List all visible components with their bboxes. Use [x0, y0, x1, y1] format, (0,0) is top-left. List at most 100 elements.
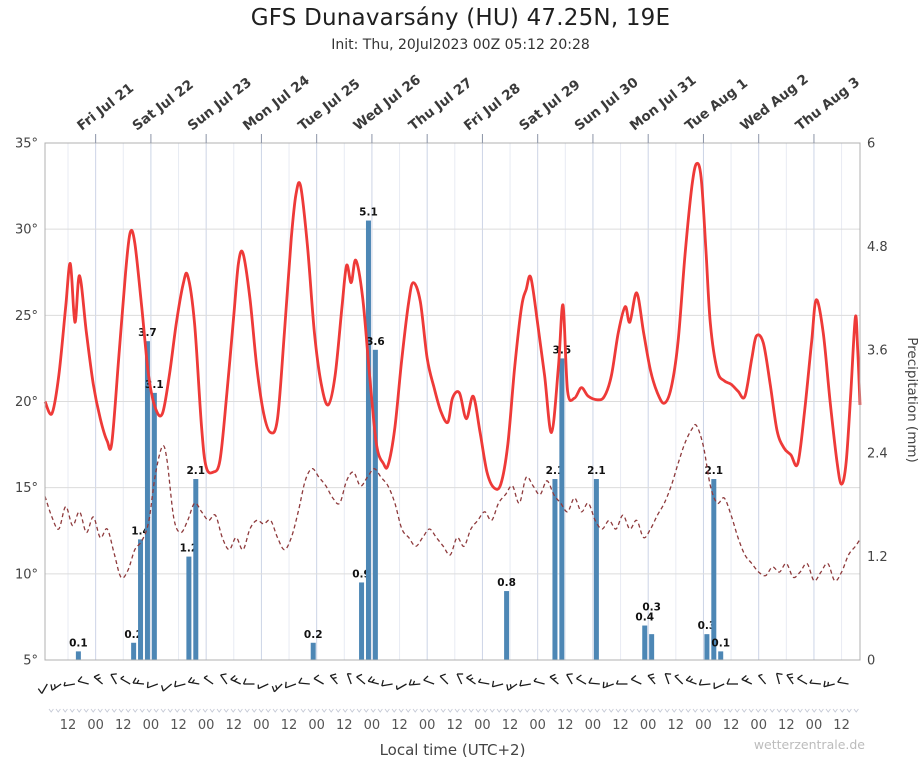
wind-barb-line — [576, 674, 582, 680]
wind-barb — [491, 680, 504, 688]
wind-barb-line — [63, 681, 66, 687]
minor-glyph — [419, 708, 425, 713]
wind-barb-line — [506, 684, 509, 691]
minor-glyph — [566, 708, 572, 713]
wind-barb-line — [381, 679, 384, 687]
precip-bar — [151, 392, 157, 660]
wind-barb-line — [519, 683, 531, 687]
wind-barb-line — [271, 685, 276, 693]
minor-glyph — [755, 708, 761, 713]
wind-barb-line — [120, 677, 131, 685]
wind-barb — [758, 673, 767, 685]
minor-glyph — [503, 708, 509, 713]
minor-glyph — [769, 708, 775, 713]
precip-bar — [552, 479, 558, 660]
temp-tick-label: 25° — [15, 309, 38, 324]
minor-glyph — [804, 708, 810, 713]
wind-barb — [439, 673, 449, 685]
wind-barb-line — [356, 676, 366, 685]
wind-barb — [313, 674, 324, 685]
minor-glyph — [720, 708, 726, 713]
x-tick-label: 00 — [529, 718, 546, 733]
wind-barb — [549, 673, 559, 685]
wind-barb-line — [726, 678, 731, 685]
minor-glyph — [111, 708, 117, 713]
minor-glyph — [216, 708, 222, 713]
wind-barb — [615, 680, 628, 685]
wind-barb — [381, 679, 393, 687]
wind-barb-line — [162, 683, 173, 692]
wind-barb — [395, 683, 407, 691]
wind-barb-line — [132, 682, 145, 685]
minor-glyph — [601, 708, 607, 713]
wind-barb-line — [77, 680, 89, 685]
x-tick-label: 12 — [668, 718, 685, 733]
wind-barb-line — [330, 673, 337, 677]
watermark: wetterzentrale.de — [753, 737, 865, 752]
minor-glyph — [517, 708, 523, 713]
minor-glyph — [209, 708, 215, 713]
wind-barb — [466, 674, 476, 685]
wind-barb-line — [776, 672, 783, 676]
wind-barb — [506, 683, 518, 691]
precip-bar-label: 3.7 — [138, 327, 157, 339]
wind-barb-line — [758, 675, 767, 685]
wind-barb-line — [160, 685, 164, 692]
minor-glyph — [363, 708, 369, 713]
wind-barb-line — [797, 674, 803, 680]
wind-barb-line — [203, 677, 214, 685]
wind-barb — [329, 673, 338, 685]
minor-glyph — [748, 708, 754, 713]
wind-barb — [174, 680, 186, 688]
wind-barb-line — [284, 681, 287, 688]
precip-bar — [75, 651, 81, 660]
x-tick-label: 00 — [695, 718, 712, 733]
minor-glyph — [398, 708, 404, 713]
wind-barb-line — [549, 676, 559, 685]
minor-glyph — [489, 708, 495, 713]
minor-glyph — [839, 708, 845, 713]
minor-glyph — [48, 708, 54, 713]
minor-glyph — [90, 708, 96, 713]
precip-bar-label: 2.1 — [705, 465, 724, 477]
wind-barb-line — [509, 684, 512, 689]
wind-barb — [456, 673, 464, 685]
minor-glyph — [55, 708, 61, 713]
minor-glyph — [706, 708, 712, 713]
wind-barb — [37, 683, 48, 694]
wind-barb — [230, 675, 241, 685]
wind-barb — [630, 675, 642, 685]
wind-barb — [837, 676, 849, 685]
minor-glyph — [468, 708, 474, 713]
x-tick-label: 00 — [253, 718, 270, 733]
minor-glyph — [776, 708, 782, 713]
precip-bar-label: 0.1 — [711, 637, 730, 649]
minor-glyph — [825, 708, 831, 713]
precip-bar — [131, 642, 137, 660]
minor-glyph — [132, 708, 138, 713]
x-tick-label: 12 — [226, 718, 243, 733]
minor-glyph — [125, 708, 131, 713]
wind-barb-line — [329, 675, 338, 685]
wind-barb — [588, 677, 600, 685]
minor-glyph — [405, 708, 411, 713]
wind-barb-line — [647, 675, 656, 685]
wind-barb — [271, 683, 283, 693]
minor-glyph — [496, 708, 502, 713]
x-tick-label: 12 — [281, 718, 298, 733]
minor-glyph — [83, 708, 89, 713]
wind-barb-line — [371, 678, 375, 683]
wind-barb-line — [37, 688, 43, 694]
wind-barb-line — [549, 673, 556, 678]
wind-barb — [50, 683, 62, 691]
wind-barb — [110, 673, 117, 685]
wind-barb-line — [50, 684, 53, 691]
minor-glyph — [244, 708, 250, 713]
minor-glyph — [174, 708, 180, 713]
precip-tick-label: 2.4 — [867, 447, 888, 462]
precip-bar-label: 3.1 — [145, 379, 164, 391]
x-tick-label: 12 — [723, 718, 740, 733]
wind-barb-line — [298, 677, 303, 684]
temperature-line — [43, 161, 862, 491]
